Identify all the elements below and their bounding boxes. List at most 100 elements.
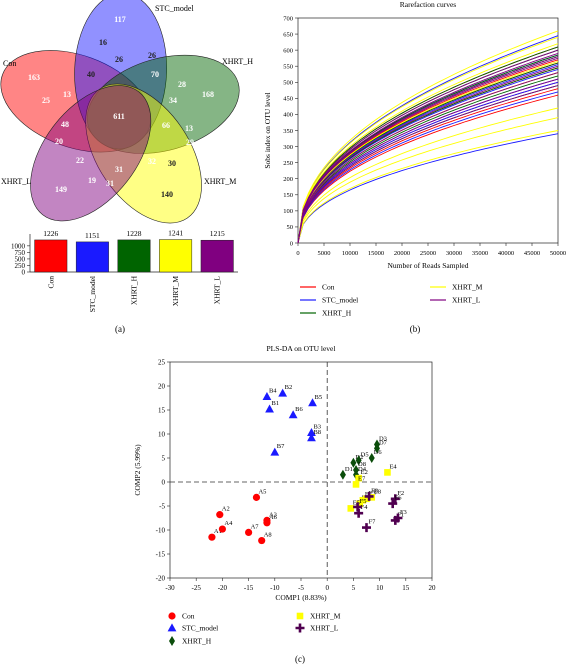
venn-set-ellipse-stc-model (74, 0, 167, 150)
venn-label-xhrt-l: XHRT_L (1, 177, 31, 186)
plsda-point-label: B4 (269, 388, 277, 395)
plsda-point-label: F1 (397, 511, 404, 518)
bar-value-label: 1228 (127, 229, 142, 238)
panel-label-b: (b) (410, 324, 421, 334)
plsda-point (353, 465, 360, 475)
venn-count-stc-model: 117 (114, 15, 126, 24)
plsda-point (353, 502, 363, 512)
venn-diagram: Con STC_model XHRT_H XHRT_M XHRT_L 163 1… (0, 0, 253, 224)
plsda-point (364, 491, 374, 501)
venn-petals (0, 0, 240, 224)
rarefaction-y-tick-label: 150 (283, 192, 293, 199)
plsda-legend-marker (296, 612, 304, 620)
bar-category-label: XHRT_M (171, 276, 180, 307)
rarefaction-x-tick-label: 25000 (420, 250, 436, 257)
plsda-legend-label: XHRT_M (310, 612, 341, 621)
rarefaction-curve (297, 54, 559, 244)
plsda-point (307, 427, 316, 436)
plsda-point (384, 469, 391, 476)
plsda-y-tick-label: 10 (158, 431, 166, 439)
rarefaction-curve (297, 30, 559, 244)
plsda-point (252, 493, 261, 501)
plsda-point-label: A7 (251, 523, 260, 530)
rarefaction-curve (297, 60, 559, 244)
rarefaction-y-tick-label: 550 (283, 64, 293, 71)
plsda-point-label: D7 (379, 439, 388, 446)
rarefaction-x-tick-label: 15000 (368, 250, 384, 257)
panel-label-c: (c) (295, 654, 305, 664)
plsda-point-label: F5 (360, 498, 367, 505)
rarefaction-curve (297, 81, 559, 244)
rarefaction-y-tick-label: 350 (283, 128, 293, 135)
rarefaction-x-tick-label: 10000 (342, 250, 358, 257)
plsda-x-tick-label: 20 (429, 584, 437, 592)
rarefaction-curve (297, 57, 559, 244)
venn-region-count: 31 (115, 165, 123, 174)
plsda-point (355, 455, 362, 466)
venn-set-ellipse-xhrt-h (86, 54, 240, 154)
plsda-legend-label: XHRT_H (182, 637, 212, 646)
plsda-point-label: D6 (374, 449, 383, 456)
rarefaction-y-tick-label: 500 (283, 80, 293, 87)
rarefaction-legend-label: Con (322, 283, 335, 292)
plsda-y-tick-label: -10 (156, 527, 166, 535)
venn-region-count: 13 (63, 90, 71, 99)
plsda-point (307, 433, 316, 442)
venn-count-xhrt-h: 168 (202, 90, 214, 99)
plsda-y-tick-label: -20 (156, 575, 166, 583)
plsda-point (218, 525, 226, 533)
rarefaction-curve (297, 64, 559, 244)
plsda-point-label: A5 (258, 488, 266, 495)
venn-region-count: 70 (151, 70, 159, 79)
venn-region-count: 13 (185, 124, 193, 133)
plsda-x-tick-label: -25 (192, 584, 202, 592)
venn-set-ellipse-xhrt-l (30, 85, 152, 222)
venn-region-count: 34 (169, 96, 177, 105)
plsda-point (278, 388, 288, 397)
plsda-x-tick-label: 0 (325, 584, 329, 592)
plsda-point (263, 519, 271, 527)
rarefaction-x-tick-label: 0 (296, 250, 299, 257)
venn-label-stc-model: STC_model (155, 4, 194, 13)
rarefaction-y-tick-label: 250 (283, 160, 293, 167)
bar (159, 239, 193, 273)
bar (200, 239, 234, 273)
plsda-point (355, 474, 362, 482)
plsda-point (388, 499, 398, 509)
plsda-point-label: E8 (374, 488, 381, 495)
plsda-point (359, 496, 367, 504)
rarefaction-curve (297, 43, 559, 244)
plsda-y-tick-label: -15 (156, 551, 166, 559)
rarefaction-title: Rarefaction curves (400, 0, 457, 9)
plsda-y-tick-label: 0 (162, 479, 166, 487)
rarefaction-y-tick-label: 0 (290, 240, 293, 247)
rarefaction-curve (297, 130, 559, 244)
rarefaction-x-tick-label: 35000 (472, 250, 488, 257)
rarefaction-curve (297, 56, 559, 244)
plsda-point (270, 447, 280, 456)
bar-y-tick-label: 1000 (11, 242, 26, 250)
venn-count-con: 163 (28, 73, 40, 82)
plsda-x-tick-label: -10 (270, 584, 280, 592)
plsda-point-label: D3 (379, 436, 387, 443)
venn-region-count: 31 (106, 179, 114, 188)
bar-value-label: 1151 (85, 231, 100, 240)
plsda-point-label: A2 (222, 506, 230, 513)
bar-category-label: XHRT_L (213, 276, 222, 305)
plsda-point-label: D4 (358, 466, 367, 473)
rarefaction-curve (297, 62, 559, 244)
bar-y-tick-label: 750 (15, 249, 26, 257)
plsda-point (368, 453, 375, 463)
plsda-point-label: B5 (315, 394, 323, 401)
bar-y-tick-label: 250 (15, 262, 26, 270)
plsda-point-label: F4 (361, 504, 369, 511)
rarefaction-y-tick-label: 450 (283, 96, 293, 103)
plsda-point (356, 500, 363, 507)
venn-region-count: 19 (88, 176, 96, 185)
rarefaction-curve (297, 107, 559, 244)
venn-region-count: 30 (168, 159, 176, 168)
rarefaction-curve (297, 65, 559, 244)
plsda-point-label: A4 (224, 520, 233, 527)
plsda-point (373, 443, 380, 454)
